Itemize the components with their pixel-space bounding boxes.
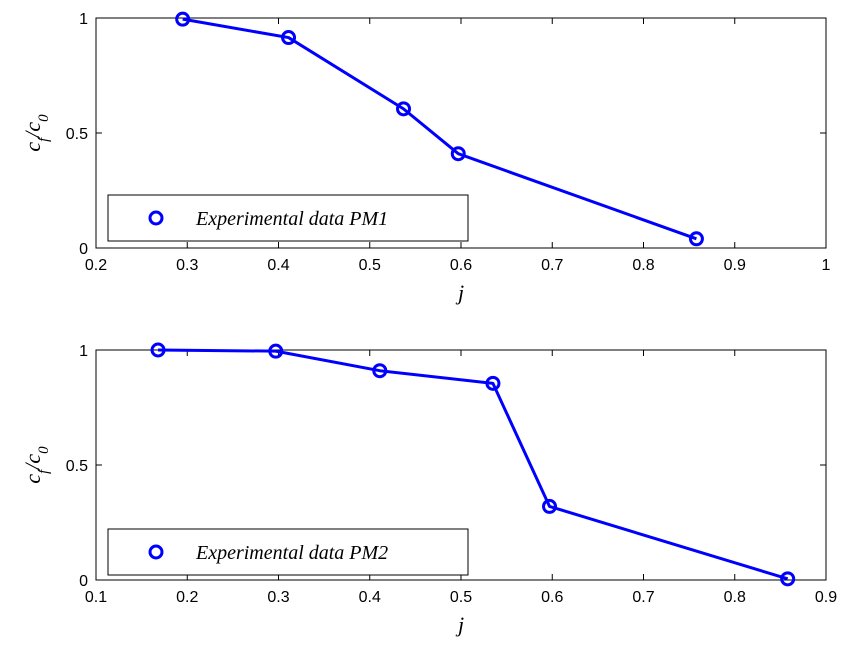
- y-axis-label-sub1: f: [36, 136, 52, 142]
- legend: Experimental data PM1: [107, 194, 469, 242]
- x-tick-label: 0.2: [176, 589, 198, 606]
- x-tick-label: 0.5: [359, 257, 381, 274]
- y-axis-label-slash: /c: [20, 122, 45, 140]
- data-point: [175, 11, 191, 27]
- x-tick-label: 0.4: [267, 257, 289, 274]
- y-axis-label-sub1: f: [36, 468, 52, 474]
- x-tick-label: 0.9: [724, 257, 746, 274]
- x-tick-label: 0.8: [632, 257, 654, 274]
- chart-panel-2: 0.1 0.2 0.3 0.4 0.5 0.6 0.7 0.8 0.900.51jcf/c0Ex…: [20, 342, 837, 637]
- y-axis-label-sub2: 0: [36, 446, 52, 454]
- series-line: [158, 348, 789, 581]
- x-tick-label: 0.8: [724, 589, 746, 606]
- y-axis-label-sub2: 0: [36, 114, 52, 122]
- x-tick-label: 0.1: [85, 589, 107, 606]
- legend: Experimental data PM2: [107, 528, 469, 576]
- data-point: [281, 30, 297, 46]
- y-tick-label: 0.5: [66, 126, 88, 143]
- x-tick-label: 0.7: [541, 257, 563, 274]
- data-point: [450, 146, 466, 162]
- x-tick-label: 0.9: [815, 589, 837, 606]
- y-axis-label: cf/c0: [20, 114, 52, 152]
- data-point: [542, 498, 558, 514]
- x-axis-label: j: [455, 280, 464, 305]
- legend-box: [107, 528, 469, 576]
- y-axis-label: cf/c0: [20, 446, 52, 484]
- data-point: [150, 342, 166, 358]
- data-point: [780, 571, 796, 587]
- y-tick-label: 1: [79, 11, 88, 28]
- legend-box: [107, 194, 469, 242]
- legend-marker: [148, 210, 164, 226]
- x-tick-label: 1: [822, 257, 831, 274]
- series-line: [182, 17, 697, 241]
- x-tick-label: 0.3: [176, 257, 198, 274]
- data-point: [688, 231, 704, 247]
- y-axis-label-main: c: [20, 142, 45, 152]
- y-axis-label-main: c: [20, 474, 45, 484]
- x-tick-label: 0.4: [359, 589, 381, 606]
- x-tick-label: 0.6: [541, 589, 563, 606]
- legend-label: Experimental data PM1: [195, 208, 388, 230]
- y-tick-label: 0: [79, 573, 88, 590]
- chart-panel-1: 0.2 0.3 0.4 0.5 0.6 0.7 0.8 0.9 100.51jcf/c0Expe…: [20, 11, 831, 305]
- x-axis-label: j: [455, 612, 464, 637]
- legend-marker: [148, 544, 164, 560]
- data-point: [485, 375, 501, 391]
- data-point: [396, 101, 412, 117]
- x-tick-label: 0.7: [632, 589, 654, 606]
- y-tick-label: 0: [79, 241, 88, 258]
- y-tick-label: 0.5: [66, 458, 88, 475]
- x-tick-label: 0.3: [267, 589, 289, 606]
- y-tick-label: 1: [79, 343, 88, 360]
- x-tick-label: 0.2: [85, 257, 107, 274]
- x-tick-label: 0.5: [450, 589, 472, 606]
- x-tick-label: 0.6: [450, 257, 472, 274]
- data-point: [372, 363, 388, 379]
- y-axis-label-slash: /c: [20, 454, 45, 472]
- data-point: [268, 343, 284, 359]
- legend-label: Experimental data PM2: [195, 542, 388, 564]
